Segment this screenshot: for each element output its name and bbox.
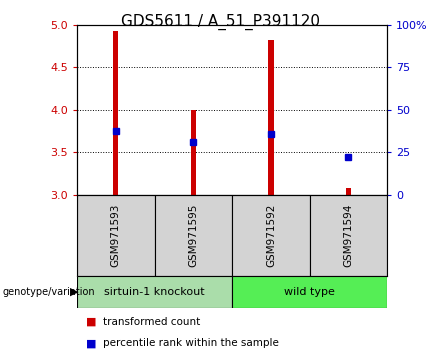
Bar: [77, 276, 232, 308]
Text: GSM971592: GSM971592: [266, 204, 276, 267]
Bar: [77, 195, 154, 276]
Bar: [154, 195, 232, 276]
Text: wild type: wild type: [284, 287, 335, 297]
Bar: [191, 110, 196, 195]
Text: GSM971594: GSM971594: [344, 204, 353, 267]
Bar: [232, 195, 310, 276]
Text: GDS5611 / A_51_P391120: GDS5611 / A_51_P391120: [121, 14, 319, 30]
Text: ■: ■: [86, 338, 96, 348]
Bar: [268, 40, 274, 195]
Bar: [232, 276, 387, 308]
Text: transformed count: transformed count: [103, 317, 201, 327]
Text: ▶: ▶: [70, 287, 79, 297]
Bar: [113, 31, 118, 195]
Text: ■: ■: [86, 317, 96, 327]
Text: GSM971595: GSM971595: [188, 204, 198, 267]
Text: percentile rank within the sample: percentile rank within the sample: [103, 338, 279, 348]
Text: GSM971593: GSM971593: [111, 204, 121, 267]
Text: genotype/variation: genotype/variation: [2, 287, 95, 297]
Text: sirtuin-1 knockout: sirtuin-1 knockout: [104, 287, 205, 297]
Bar: [310, 195, 387, 276]
Bar: [346, 188, 351, 195]
